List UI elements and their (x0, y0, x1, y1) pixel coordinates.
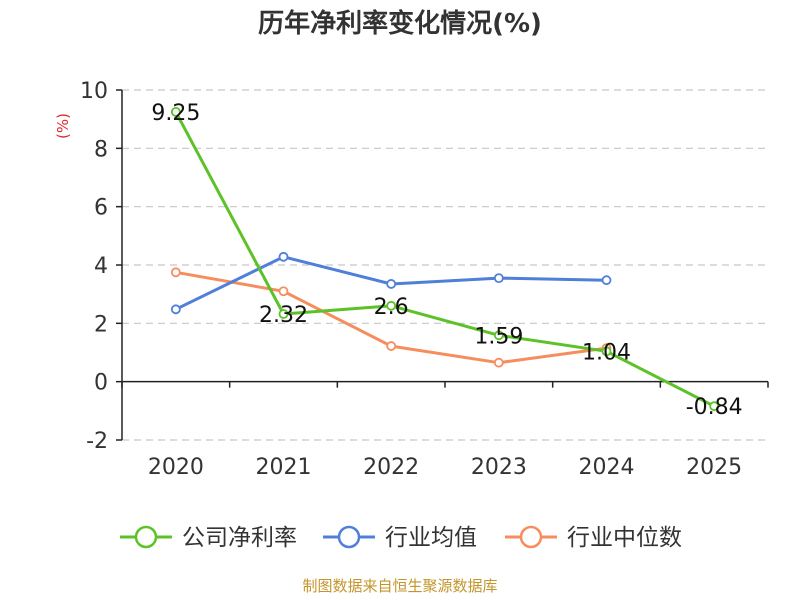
data-point (493, 330, 504, 341)
data-point (709, 401, 720, 412)
data-point (170, 106, 181, 117)
data-point (386, 300, 397, 311)
legend-marker-icon (519, 525, 543, 549)
y-axis-unit: (%) (54, 113, 72, 139)
y-tick-label: 10 (80, 79, 108, 104)
data-point (601, 275, 612, 286)
legend[interactable]: 公司净利率 行业均值 行业中位数 (120, 525, 682, 551)
y-tick-label: -2 (86, 429, 108, 454)
data-label: 1.59 (474, 324, 523, 349)
x-tick-label: 2022 (363, 455, 419, 480)
legend-marker-icon (134, 525, 158, 549)
axes: -2 0 2 4 6 8 10 2020 2021 2022 2023 2024 2025 (80, 79, 769, 480)
data-label: -0.84 (686, 395, 743, 420)
legend-label: 行业中位数 (567, 525, 682, 551)
legend-item[interactable]: 行业中位数 (505, 525, 682, 551)
legend-label: 公司净利率 (182, 525, 297, 551)
data-point (601, 346, 612, 357)
y-tick-label: 4 (94, 254, 108, 279)
data-labels: 9.25 2.32 2.6 1.59 1.04 -0.84 (151, 101, 742, 420)
data-label: 2.6 (374, 295, 409, 320)
x-tick-label: 2021 (256, 455, 312, 480)
data-point (386, 341, 397, 351)
chart-title: 历年净利率变化情况(%) (258, 8, 542, 39)
x-tick-label: 2020 (148, 455, 204, 480)
data-point (493, 357, 504, 368)
legend-marker-icon (337, 525, 361, 549)
data-point (170, 267, 181, 278)
series-line (174, 110, 716, 408)
x-tick-label: 2023 (471, 455, 527, 480)
y-tick-label: 2 (94, 312, 108, 337)
legend-item[interactable]: 行业均值 (323, 525, 477, 551)
y-tick-label: 0 (94, 371, 108, 396)
data-point (278, 286, 289, 297)
data-point (493, 273, 504, 284)
data-source: 制图数据来自恒生聚源数据库 (302, 577, 497, 595)
y-tick-label: 6 (94, 196, 108, 221)
data-label: 1.04 (582, 340, 631, 365)
legend-label: 行业均值 (385, 525, 477, 551)
data-point (278, 251, 289, 262)
data-label: 9.25 (151, 101, 200, 126)
data-point (386, 279, 397, 289)
x-tick-label: 2024 (579, 455, 635, 480)
y-tick-label: 8 (94, 137, 108, 162)
data-label: 2.32 (259, 303, 308, 328)
legend-item[interactable]: 公司净利率 (120, 525, 297, 551)
x-tick-label: 2025 (686, 455, 742, 480)
series (170, 106, 720, 412)
data-point (278, 309, 289, 319)
data-point (170, 304, 181, 315)
